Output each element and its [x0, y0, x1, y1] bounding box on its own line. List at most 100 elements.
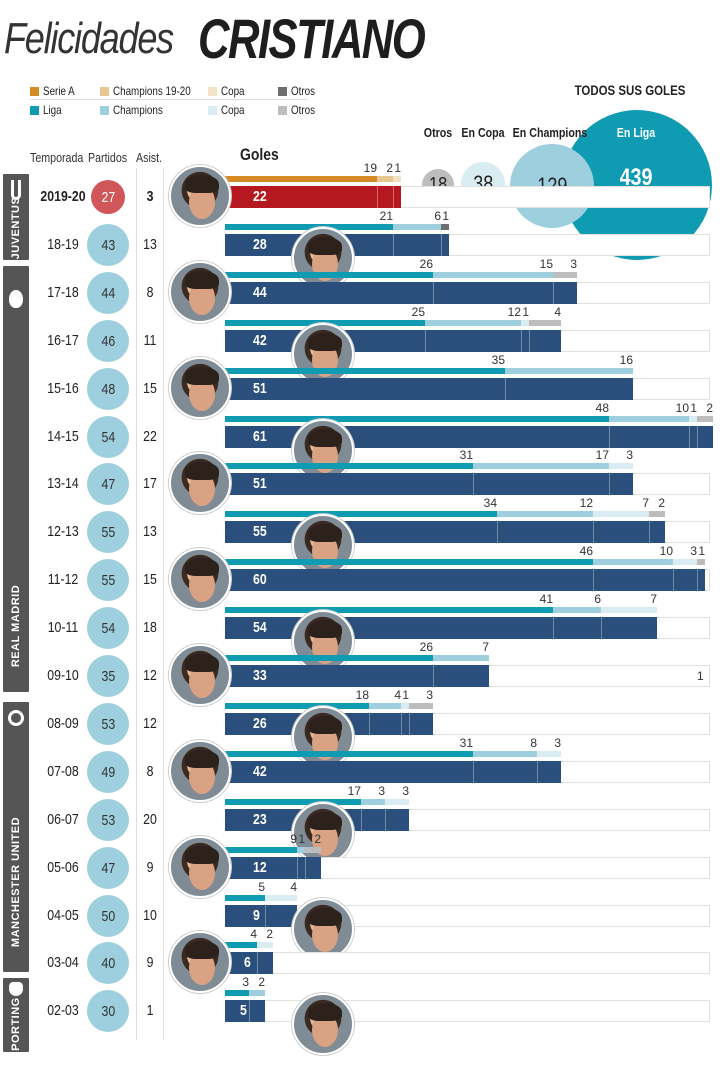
segment-liga — [225, 799, 361, 805]
photo-hair — [185, 271, 219, 289]
segment-divider — [529, 330, 530, 352]
segment-divider — [609, 473, 610, 495]
partidos-bubble: 50 — [87, 895, 129, 937]
segment-divider — [441, 234, 442, 256]
goals-total-label: 23 — [253, 811, 267, 828]
goals-total-label: 55 — [253, 523, 267, 540]
legend-label: Copa — [221, 84, 245, 98]
goals-total-bar — [225, 186, 401, 208]
partidos-value: 46 — [101, 332, 115, 350]
segment-divider — [697, 426, 698, 448]
segment-champions-value: 6 — [434, 209, 441, 223]
segment-liga — [225, 703, 369, 709]
segment-divider — [689, 426, 690, 448]
asist-value: 20 — [143, 811, 157, 828]
player-photo — [292, 898, 354, 960]
photo-hair — [185, 558, 219, 576]
asist-value: 22 — [143, 428, 157, 445]
partidos-bubble: 30 — [87, 990, 129, 1032]
club-label: MANCHESTER UNITED — [10, 816, 22, 948]
photo-hair — [308, 429, 342, 447]
season-label: 13-14 — [47, 475, 79, 492]
bubble-copa-label: En Copa — [461, 125, 505, 140]
segment-copa — [689, 416, 697, 422]
segment-champions — [433, 655, 489, 661]
legend-swatch — [100, 86, 109, 96]
club-juventus: JUVENTUS — [3, 174, 29, 260]
segment-champions — [249, 990, 265, 996]
player-photo — [169, 644, 231, 706]
photo-hair — [185, 175, 219, 193]
partidos-value: 49 — [101, 763, 115, 781]
segment-otros-value: 3 — [570, 257, 577, 271]
goals-total-label: 33 — [253, 667, 267, 684]
segment-liga — [225, 895, 265, 901]
segment-copa-value: 4 — [290, 880, 297, 894]
real-madrid-crest-icon — [9, 290, 23, 308]
photo-hair — [308, 524, 342, 542]
photo-hair — [185, 367, 219, 385]
legend-swatch — [278, 86, 287, 96]
partidos-bubble: 47 — [87, 463, 129, 505]
asist-value: 12 — [143, 667, 157, 684]
legend-label: Champions — [113, 103, 163, 117]
segment-champions — [361, 799, 385, 805]
goals-total-bar — [225, 378, 633, 400]
column-header-partidos: Partidos — [88, 150, 128, 165]
partidos-value: 53 — [101, 715, 115, 733]
goals-total-bar — [225, 282, 577, 304]
asist-value: 17 — [143, 475, 157, 492]
legend-swatch — [100, 105, 109, 115]
player-photo — [292, 419, 354, 481]
segment-divider — [505, 378, 506, 400]
segment-liga — [225, 368, 505, 374]
segment-copa-value: 3 — [554, 736, 561, 750]
season-label: 12-13 — [47, 523, 79, 540]
segment-copa — [257, 942, 273, 948]
partidos-value: 47 — [101, 475, 115, 493]
segment-copa-value: 3 — [690, 544, 697, 558]
goals-total-bar — [225, 857, 321, 879]
juventus-logo-icon — [11, 180, 21, 200]
club-manchester-united: MANCHESTER UNITED — [3, 702, 29, 972]
goals-total-label: 22 — [253, 188, 267, 205]
club-label: JUVENTUS — [10, 196, 22, 260]
legend-swatch — [208, 105, 217, 115]
legend-item: Champions — [100, 103, 174, 117]
sporting-crest-icon — [9, 982, 23, 996]
goals-total-label: 6 — [244, 954, 251, 971]
divider-asist-right — [163, 168, 164, 1040]
partidos-value: 50 — [101, 907, 115, 925]
goals-total-bar — [225, 1000, 265, 1022]
partidos-bubble: 54 — [87, 416, 129, 458]
segment-liga-value: 31 — [459, 448, 473, 462]
segment-divider — [473, 473, 474, 495]
segment-divider — [697, 569, 698, 591]
photo-hair — [308, 812, 342, 830]
segment-liga — [225, 559, 593, 565]
segment-otros — [441, 224, 449, 230]
segment-liga-value: 21 — [379, 209, 393, 223]
segment-champions — [425, 320, 521, 326]
partidos-value: 43 — [101, 236, 115, 254]
goals-total-label: 61 — [253, 428, 267, 445]
asist-value: 9 — [146, 859, 154, 876]
bubble-otros-label: Otros — [423, 125, 453, 140]
segment-liga — [225, 607, 553, 613]
segment-liga-value: 31 — [459, 736, 473, 750]
segment-champions — [497, 511, 593, 517]
player-photo — [292, 514, 354, 576]
segment-liga-value: 4 — [250, 927, 257, 941]
segment-divider — [593, 521, 594, 543]
partidos-bubble: 47 — [87, 847, 129, 889]
segment-divider — [393, 186, 394, 208]
segment-divider — [433, 665, 434, 687]
partidos-bubble: 44 — [87, 272, 129, 314]
segment-divider — [593, 569, 594, 591]
photo-hair — [185, 941, 219, 959]
segment-liga — [225, 224, 393, 230]
goals-total-bar — [225, 569, 705, 591]
partidos-value: 44 — [101, 284, 115, 302]
segment-champions-value: 1 — [298, 832, 305, 846]
club-real-madrid: REAL MADRID — [3, 266, 29, 692]
